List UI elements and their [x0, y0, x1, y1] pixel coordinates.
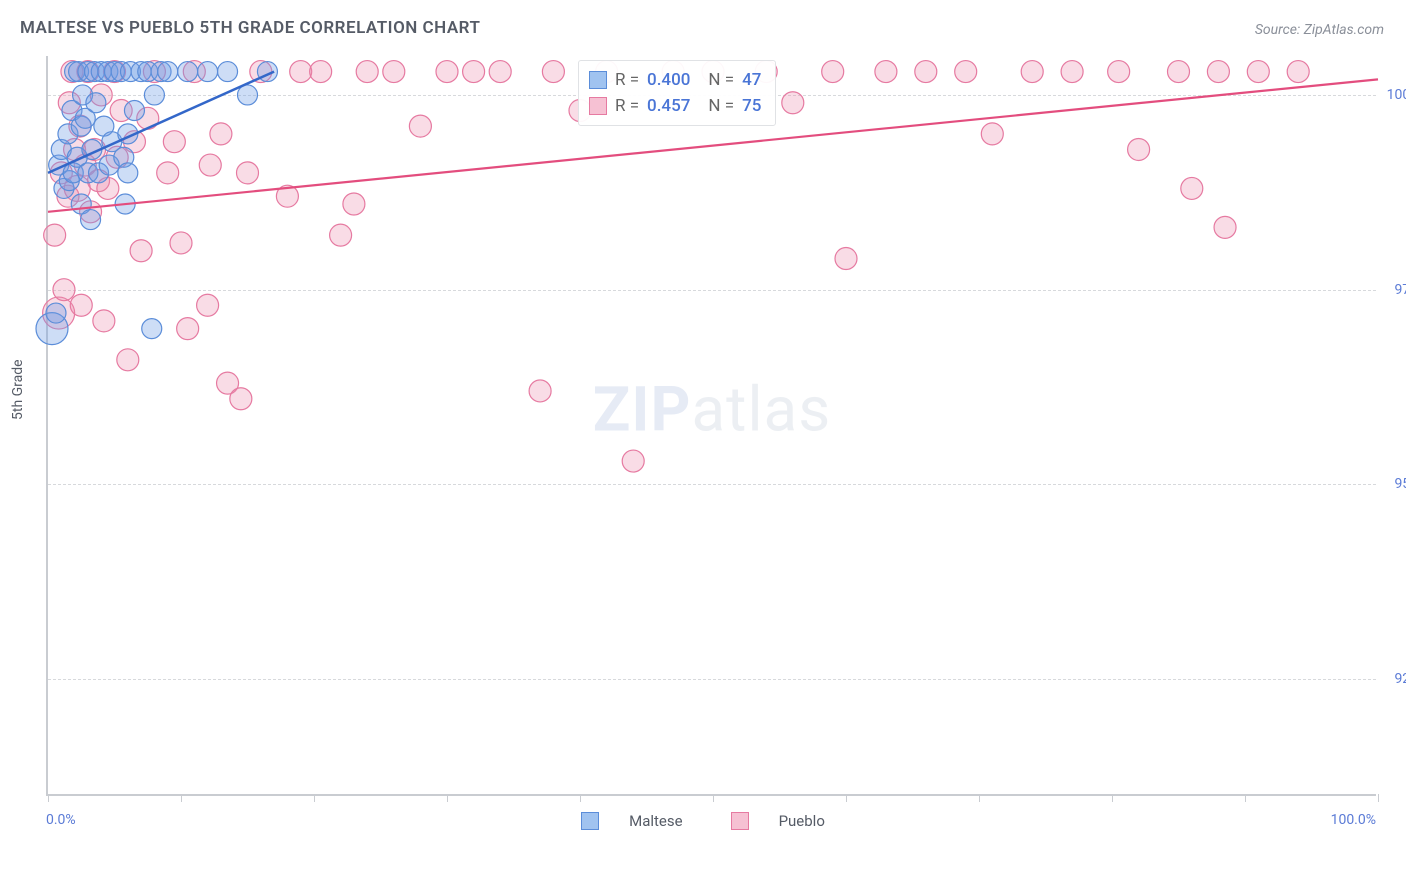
- x-tick: [846, 794, 847, 802]
- correlation-legend: R = 0.400 N = 47 R = 0.457 N = 75: [578, 60, 776, 126]
- data-point: [1181, 177, 1203, 199]
- data-point: [1207, 61, 1229, 83]
- x-tick: [1245, 794, 1246, 802]
- x-tick: [447, 794, 448, 802]
- data-point: [1061, 61, 1083, 83]
- data-point: [44, 224, 66, 246]
- data-point: [1168, 61, 1190, 83]
- y-axis-label: 5th Grade: [10, 359, 26, 420]
- data-point: [218, 62, 238, 82]
- data-point: [1128, 138, 1150, 160]
- data-point: [86, 93, 106, 113]
- data-point: [237, 162, 259, 184]
- data-point: [542, 61, 564, 83]
- data-point: [489, 61, 511, 83]
- x-tick: [48, 794, 49, 802]
- y-tick-label: 97.5%: [1382, 282, 1406, 298]
- data-point: [142, 319, 162, 339]
- data-point: [822, 61, 844, 83]
- data-point: [1247, 61, 1269, 83]
- x-tick: [713, 794, 714, 802]
- x-tick: [181, 794, 182, 802]
- data-point: [198, 62, 218, 82]
- x-tick: [580, 794, 581, 802]
- legend-label: Maltese: [629, 812, 682, 830]
- data-point: [622, 450, 644, 472]
- data-point: [782, 92, 804, 114]
- series-legend: Maltese Pueblo: [0, 812, 1406, 834]
- legend-swatch-icon: [581, 812, 599, 830]
- data-point: [1287, 61, 1309, 83]
- legend-swatch-icon: [731, 812, 749, 830]
- data-point: [124, 101, 144, 121]
- data-point: [53, 279, 75, 301]
- data-point: [330, 224, 352, 246]
- x-tick: [1378, 794, 1379, 802]
- data-point: [310, 61, 332, 83]
- data-point: [1021, 61, 1043, 83]
- x-tick: [1112, 794, 1113, 802]
- data-point: [177, 318, 199, 340]
- swatch-maltese-icon: [589, 71, 607, 89]
- y-tick-label: 92.5%: [1382, 671, 1406, 687]
- n-value-maltese: 47: [742, 70, 761, 90]
- scatter-svg: [48, 56, 1376, 794]
- legend-row-pueblo: R = 0.457 N = 75: [589, 93, 761, 119]
- data-point: [144, 85, 164, 105]
- data-point: [343, 193, 365, 215]
- r-value-pueblo: 0.457: [647, 96, 690, 116]
- legend-item: Pueblo: [719, 812, 837, 830]
- data-point: [955, 61, 977, 83]
- x-tick: [979, 794, 980, 802]
- data-point: [835, 248, 857, 270]
- data-point: [463, 61, 485, 83]
- data-point: [70, 294, 92, 316]
- data-point: [981, 123, 1003, 145]
- data-point: [118, 163, 138, 183]
- chart-title: MALTESE VS PUEBLO 5TH GRADE CORRELATION …: [20, 18, 480, 38]
- data-point: [356, 61, 378, 83]
- data-point: [81, 210, 101, 230]
- data-point: [197, 294, 219, 316]
- data-point: [163, 131, 185, 153]
- data-point: [157, 162, 179, 184]
- legend-row-maltese: R = 0.400 N = 47: [589, 67, 761, 93]
- data-point: [290, 61, 312, 83]
- x-tick: [314, 794, 315, 802]
- source-attribution: Source: ZipAtlas.com: [1255, 22, 1384, 38]
- r-value-maltese: 0.400: [647, 70, 690, 90]
- data-point: [170, 232, 192, 254]
- data-point: [436, 61, 458, 83]
- data-point: [915, 61, 937, 83]
- data-point: [130, 240, 152, 262]
- plot-area: ZIPatlas 100.0%97.5%95.0%92.5% R = 0.400…: [46, 56, 1376, 796]
- data-point: [230, 388, 252, 410]
- data-point: [178, 62, 198, 82]
- data-point: [46, 303, 66, 323]
- data-point: [409, 115, 431, 137]
- data-point: [117, 349, 139, 371]
- legend-label: Pueblo: [779, 812, 825, 830]
- data-point: [199, 154, 221, 176]
- data-point: [93, 310, 115, 332]
- data-point: [383, 61, 405, 83]
- n-value-pueblo: 75: [742, 96, 761, 116]
- data-point: [210, 123, 232, 145]
- data-point: [1108, 61, 1130, 83]
- data-point: [158, 62, 178, 82]
- legend-item: Maltese: [569, 812, 694, 830]
- swatch-pueblo-icon: [589, 97, 607, 115]
- data-point: [1214, 216, 1236, 238]
- y-tick-label: 95.0%: [1382, 476, 1406, 492]
- data-point: [529, 380, 551, 402]
- y-tick-label: 100.0%: [1382, 87, 1406, 103]
- data-point: [875, 61, 897, 83]
